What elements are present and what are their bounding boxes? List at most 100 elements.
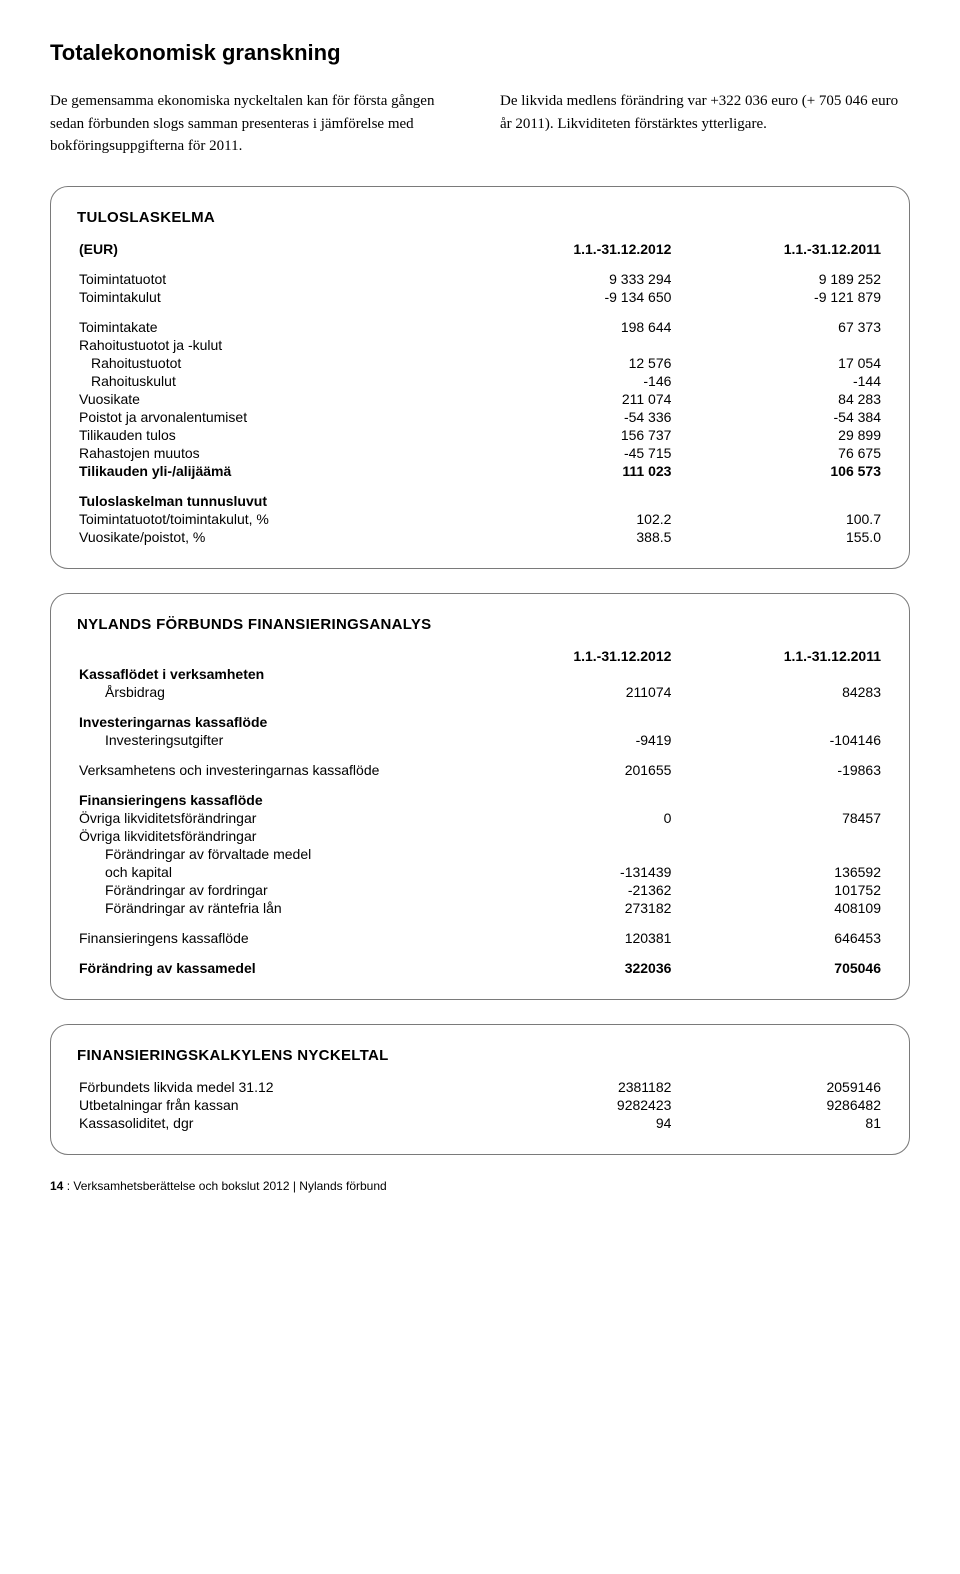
cell-label: Rahastojen muutos <box>77 444 464 462</box>
table-row: Förändringar av förvaltade medel <box>77 845 883 863</box>
table-row: Förändring av kassamedel 322036 705046 <box>77 959 883 977</box>
tuloslaskelma-title: TULOSLASKELMA <box>77 209 883 226</box>
cell-value: 0 <box>464 809 674 827</box>
table-row: Rahoituskulut -146 -144 <box>77 372 883 390</box>
nyckeltal-table: Förbundets likvida medel 31.12 2381182 2… <box>77 1078 883 1132</box>
cell-value: 201655 <box>464 761 674 779</box>
table-row: Toimintatuotot 9 333 294 9 189 252 <box>77 270 883 288</box>
cell-value: 84 283 <box>673 390 883 408</box>
cell-label: Förändringar av fordringar <box>77 881 464 899</box>
table-row: Vuosikate/poistot, % 388.5 155.0 <box>77 528 883 546</box>
table-row: Finansieringens kassaflöde <box>77 791 883 809</box>
cell-label: Rahoituskulut <box>77 372 464 390</box>
cell-label: Rahoitustuotot ja -kulut <box>77 336 464 354</box>
nyckeltal-box: FINANSIERINGSKALKYLENS NYCKELTAL Förbund… <box>50 1024 910 1155</box>
cell-label: Tuloslaskelman tunnusluvut <box>77 492 464 510</box>
cell-value: -54 384 <box>673 408 883 426</box>
table-row: Tilikauden tulos 156 737 29 899 <box>77 426 883 444</box>
cell-value: 100.7 <box>673 510 883 528</box>
cell-value: 198 644 <box>464 318 674 336</box>
cell-value: 78457 <box>673 809 883 827</box>
cell-value: 211074 <box>464 683 674 701</box>
finansieringsanalys-box: NYLANDS FÖRBUNDS FINANSIERINGSANALYS 1.1… <box>50 593 910 1000</box>
cell-value: 646453 <box>673 929 883 947</box>
cell-label: Förbundets likvida medel 31.12 <box>77 1078 464 1096</box>
table-row: Tuloslaskelman tunnusluvut <box>77 492 883 510</box>
cell-label: Förändring av kassamedel <box>77 959 464 977</box>
cell-label: Vuosikate/poistot, % <box>77 528 464 546</box>
cell-label: Finansieringens kassaflöde <box>77 791 464 809</box>
cell-value: 9282423 <box>464 1096 674 1114</box>
cell-value: 84283 <box>673 683 883 701</box>
cell-label: Finansieringens kassaflöde <box>77 929 464 947</box>
cell-value: 67 373 <box>673 318 883 336</box>
col-2012: 1.1.-31.12.2012 <box>464 647 674 665</box>
cell-value: 136592 <box>673 863 883 881</box>
table-row: Tilikauden yli-/alijäämä 111 023 106 573 <box>77 462 883 480</box>
cell-value: -146 <box>464 372 674 390</box>
cell-value: 94 <box>464 1114 674 1132</box>
table-row: Förändringar av fordringar -21362 101752 <box>77 881 883 899</box>
table-row: Investeringsutgifter -9419 -104146 <box>77 731 883 749</box>
cell-value: 106 573 <box>673 462 883 480</box>
col-2011: 1.1.-31.12.2011 <box>673 240 883 258</box>
cell-label: Tilikauden tulos <box>77 426 464 444</box>
cell-value: -131439 <box>464 863 674 881</box>
cell-value: -144 <box>673 372 883 390</box>
cell-label: Verksamhetens och investeringarnas kassa… <box>77 761 464 779</box>
table-row: Kassaflödet i verksamheten <box>77 665 883 683</box>
cell-value: 81 <box>673 1114 883 1132</box>
cell-value: -104146 <box>673 731 883 749</box>
table-row: Toimintakate 198 644 67 373 <box>77 318 883 336</box>
cell-value: 2059146 <box>673 1078 883 1096</box>
cell-label: Förändringar av förvaltade medel <box>77 845 464 863</box>
finans-title: NYLANDS FÖRBUNDS FINANSIERINGSANALYS <box>77 616 883 633</box>
cell-value: -19863 <box>673 761 883 779</box>
cell-value: 9 189 252 <box>673 270 883 288</box>
cell-label: Toimintatuotot/toimintakulut, % <box>77 510 464 528</box>
cell-label: Utbetalningar från kassan <box>77 1096 464 1114</box>
cell-label: Övriga likviditetsförändringar <box>77 809 464 827</box>
table-row: Rahastojen muutos -45 715 76 675 <box>77 444 883 462</box>
cell-value: 2381182 <box>464 1078 674 1096</box>
cell-value: 9 333 294 <box>464 270 674 288</box>
cell-value: 76 675 <box>673 444 883 462</box>
cell-label: Toimintakate <box>77 318 464 336</box>
cell-value: 705046 <box>673 959 883 977</box>
cell-label: Investeringsutgifter <box>77 731 464 749</box>
cell-label: Kassasoliditet, dgr <box>77 1114 464 1132</box>
cell-value: 156 737 <box>464 426 674 444</box>
table-row: Rahoitustuotot 12 576 17 054 <box>77 354 883 372</box>
footer: 14 : Verksamhetsberättelse och bokslut 2… <box>50 1179 910 1193</box>
col-2012: 1.1.-31.12.2012 <box>464 240 674 258</box>
table-row: Verksamhetens och investeringarnas kassa… <box>77 761 883 779</box>
tuloslaskelma-table: (EUR) 1.1.-31.12.2012 1.1.-31.12.2011 To… <box>77 240 883 546</box>
table-row: Finansieringens kassaflöde 120381 646453 <box>77 929 883 947</box>
nyckeltal-title: FINANSIERINGSKALKYLENS NYCKELTAL <box>77 1047 883 1064</box>
table-row: Toimintakulut -9 134 650 -9 121 879 <box>77 288 883 306</box>
cell-value: 101752 <box>673 881 883 899</box>
cell-label: Övriga likviditetsförändringar <box>77 827 464 845</box>
cell-label: Rahoitustuotot <box>77 354 464 372</box>
cell-label: Tilikauden yli-/alijäämä <box>77 462 464 480</box>
cell-value: 155.0 <box>673 528 883 546</box>
footer-text: Verksamhetsberättelse och bokslut 2012 |… <box>73 1179 386 1193</box>
tuloslaskelma-box: TULOSLASKELMA (EUR) 1.1.-31.12.2012 1.1.… <box>50 186 910 569</box>
cell-value <box>673 336 883 354</box>
intro-right: De likvida medlens förändring var +322 0… <box>500 90 910 158</box>
table-row: Årsbidrag 211074 84283 <box>77 683 883 701</box>
cell-label: Förändringar av räntefria lån <box>77 899 464 917</box>
table-row: Övriga likviditetsförändringar <box>77 827 883 845</box>
table-row: Poistot ja arvonalentumiset -54 336 -54 … <box>77 408 883 426</box>
cell-value: -9 134 650 <box>464 288 674 306</box>
cell-value: 12 576 <box>464 354 674 372</box>
table-row: Förbundets likvida medel 31.12 2381182 2… <box>77 1078 883 1096</box>
cell-value: -9 121 879 <box>673 288 883 306</box>
table-row: Utbetalningar från kassan 9282423 928648… <box>77 1096 883 1114</box>
eur-label: (EUR) <box>77 240 464 258</box>
cell-value: 120381 <box>464 929 674 947</box>
intro-section: De gemensamma ekonomiska nyckeltalen kan… <box>50 90 910 158</box>
table-row: Förändringar av räntefria lån 273182 408… <box>77 899 883 917</box>
cell-value: 9286482 <box>673 1096 883 1114</box>
table-row: Investeringarnas kassaflöde <box>77 713 883 731</box>
